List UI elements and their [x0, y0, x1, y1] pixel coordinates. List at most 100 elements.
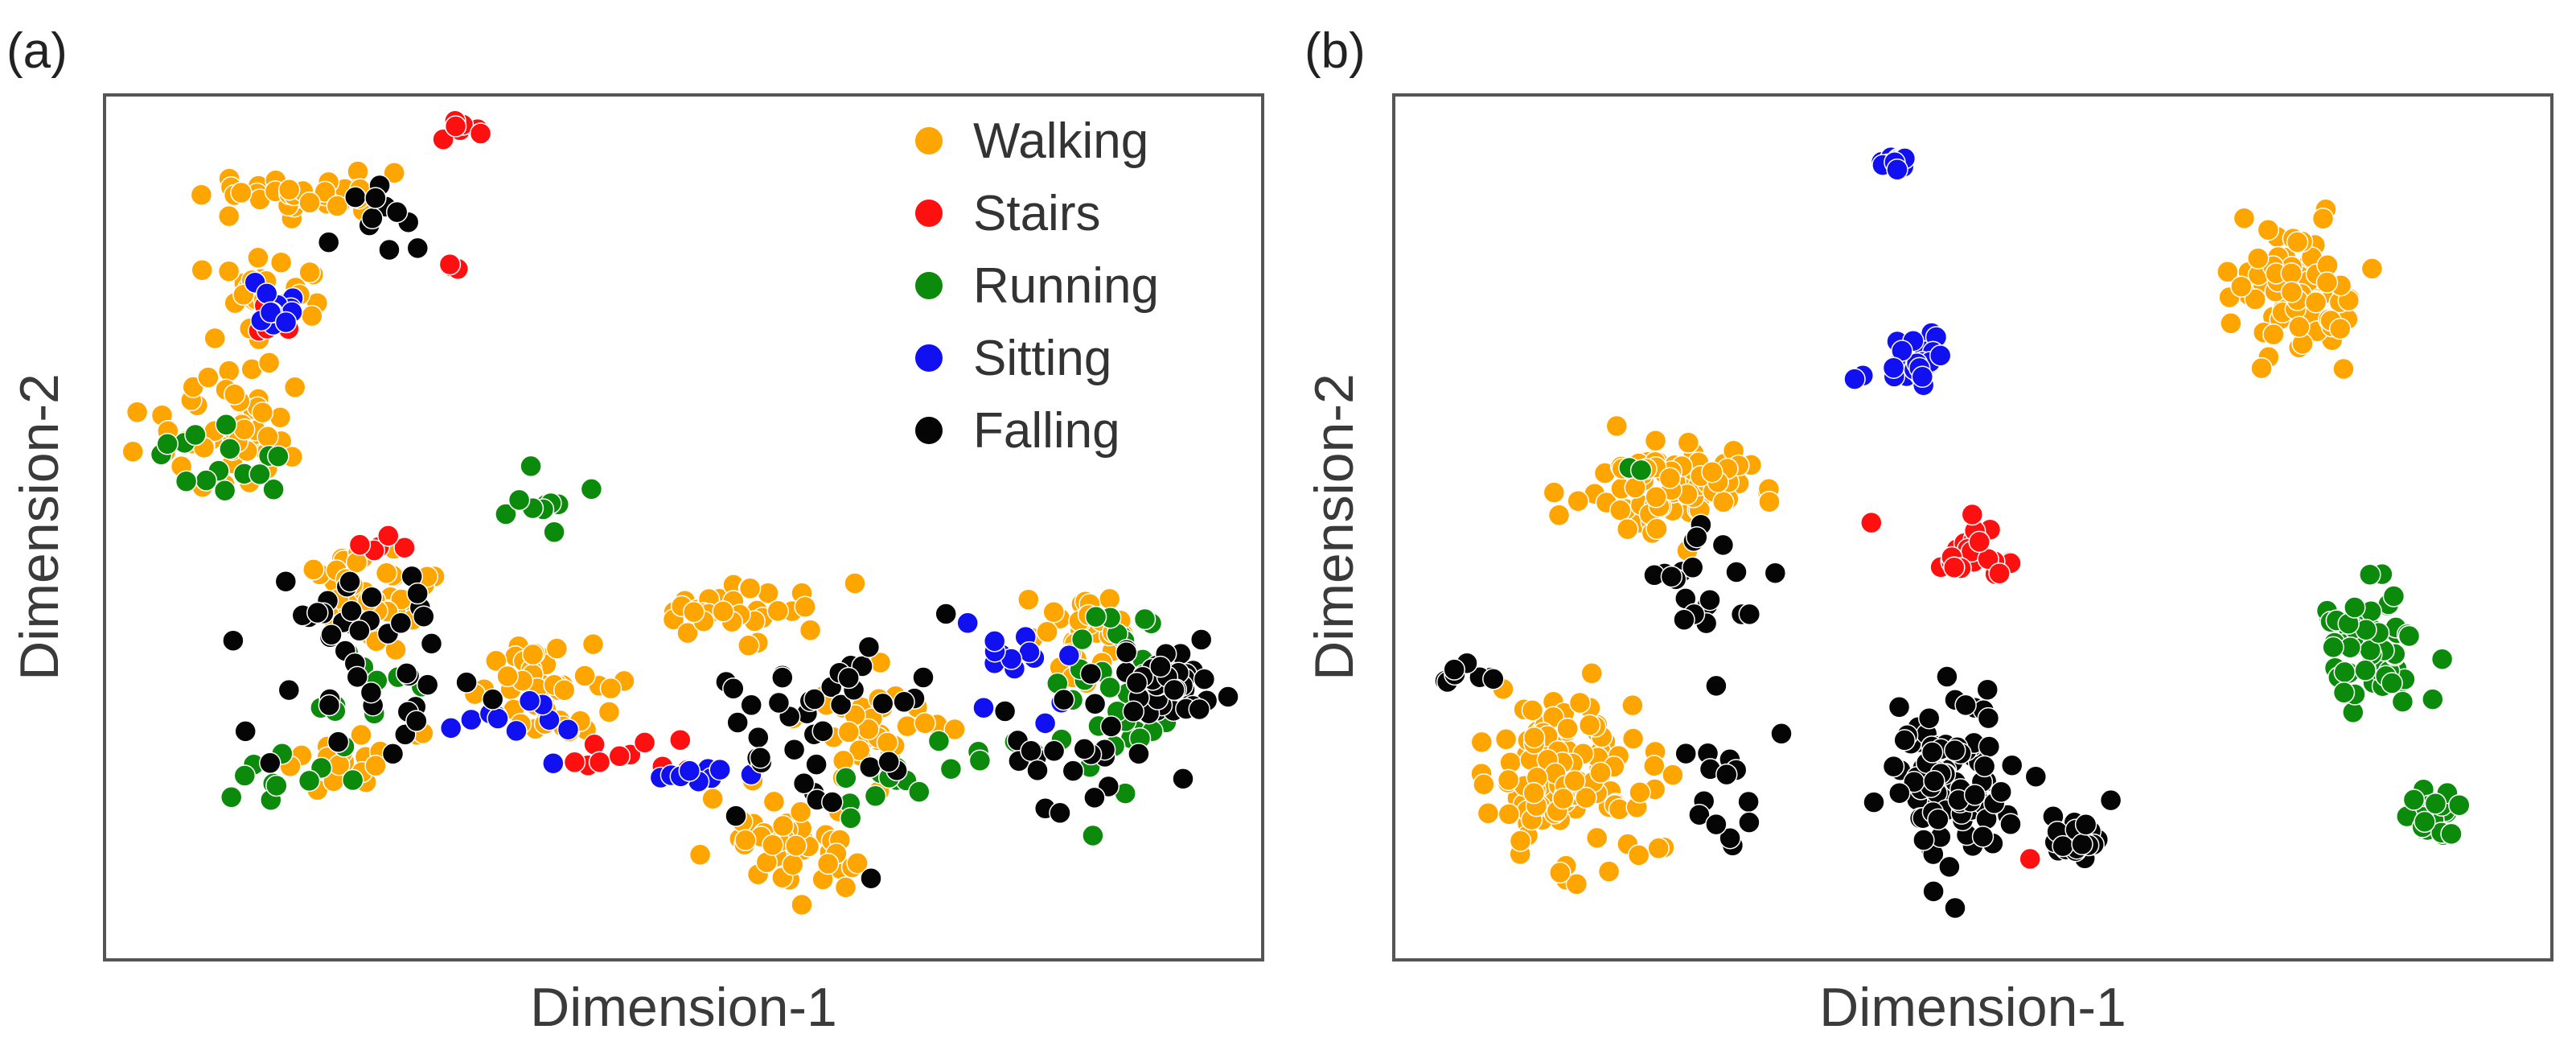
legend-label-stairs: Stairs — [973, 186, 1100, 241]
point-falling — [837, 666, 860, 690]
point-walking — [230, 181, 253, 204]
point-sitting — [1058, 644, 1081, 667]
point-running — [2332, 681, 2356, 704]
point-falling — [725, 805, 747, 827]
point-running — [213, 479, 236, 502]
point-falling — [1978, 735, 2001, 758]
point-falling — [1912, 829, 1935, 851]
point-falling — [1079, 662, 1103, 686]
point-walking — [785, 834, 807, 857]
point-falling — [1936, 665, 1958, 688]
point-sitting — [1911, 365, 1934, 389]
point-running — [219, 438, 241, 460]
point-running — [1099, 676, 1121, 699]
point-walking — [581, 632, 605, 656]
panel-b-label: (b) — [1304, 23, 1366, 79]
point-walking — [1677, 431, 1700, 454]
point-falling — [1193, 668, 1216, 690]
point-walking — [545, 637, 569, 660]
point-falling — [1482, 668, 1505, 690]
point-falling — [1917, 706, 1941, 730]
point-running — [507, 488, 531, 512]
point-sitting — [460, 708, 483, 731]
point-falling — [1673, 608, 1695, 631]
point-walking — [1575, 786, 1597, 809]
point-walking — [943, 718, 966, 741]
point-falling — [1977, 706, 2000, 730]
point-falling — [805, 753, 828, 776]
point-walking — [2244, 288, 2266, 311]
point-walking — [364, 754, 387, 777]
point-sitting — [678, 760, 701, 782]
point-falling — [389, 611, 413, 635]
point-falling — [2099, 789, 2122, 812]
point-walking — [2280, 261, 2303, 285]
point-walking — [1036, 620, 1058, 644]
point-falling — [1686, 525, 1708, 549]
point-stairs — [377, 525, 400, 547]
point-falling — [1923, 770, 1945, 793]
point-walking — [1758, 490, 1781, 513]
point-stairs — [608, 745, 631, 768]
point-running — [939, 757, 963, 780]
point-walking — [1098, 587, 1121, 611]
point-walking — [217, 204, 240, 228]
point-walking — [1042, 600, 1065, 624]
point-falling — [935, 603, 957, 625]
point-falling — [1705, 813, 1728, 836]
point-walking — [232, 418, 256, 441]
point-falling — [1674, 742, 1697, 765]
point-falling — [747, 726, 770, 749]
point-falling — [912, 666, 935, 689]
point-falling — [1042, 739, 1066, 763]
point-falling — [859, 756, 881, 779]
point-stairs — [1988, 562, 2011, 585]
point-falling — [1976, 678, 1999, 701]
point-falling — [1944, 896, 1966, 920]
point-stairs — [588, 751, 611, 773]
point-walking — [1497, 768, 1520, 792]
point-falling — [340, 599, 363, 623]
point-stairs — [469, 122, 492, 145]
point-walking — [1643, 755, 1666, 777]
point-walking — [553, 678, 576, 702]
point-walking — [2262, 323, 2285, 346]
point-falling — [344, 186, 367, 208]
point-walking — [1509, 830, 1532, 852]
point-falling — [481, 688, 504, 710]
point-walking — [834, 876, 857, 899]
point-stairs — [1961, 503, 1984, 526]
point-walking — [301, 304, 323, 327]
point-falling — [1990, 780, 2012, 803]
point-falling — [1737, 790, 1760, 813]
point-falling — [339, 570, 361, 593]
point-running — [2402, 789, 2426, 811]
point-walking — [762, 790, 786, 813]
point-falling — [1770, 723, 1793, 745]
point-falling — [361, 207, 384, 230]
point-walking — [521, 643, 544, 666]
point-walking — [2233, 207, 2256, 229]
point-walking — [1589, 761, 1612, 784]
point-walking — [1701, 460, 1723, 484]
point-sitting — [274, 311, 298, 334]
point-stairs — [393, 536, 416, 559]
point-walking — [738, 577, 762, 600]
point-walking — [283, 376, 306, 399]
point-falling — [1443, 658, 1465, 681]
point-running — [1629, 459, 1653, 482]
point-falling — [1738, 811, 1760, 834]
point-falling — [871, 692, 894, 715]
point-walking — [1568, 691, 1592, 714]
point-walking — [1647, 837, 1670, 860]
point-walking — [277, 179, 301, 201]
point-walking — [876, 731, 899, 754]
point-walking — [1712, 491, 1735, 513]
point-walking — [2332, 357, 2355, 381]
point-running — [220, 786, 243, 809]
point-walking — [1556, 717, 1579, 740]
point-walking — [2217, 261, 2239, 283]
point-running — [184, 423, 207, 447]
point-running — [2344, 596, 2366, 619]
point-sitting — [1033, 712, 1057, 735]
